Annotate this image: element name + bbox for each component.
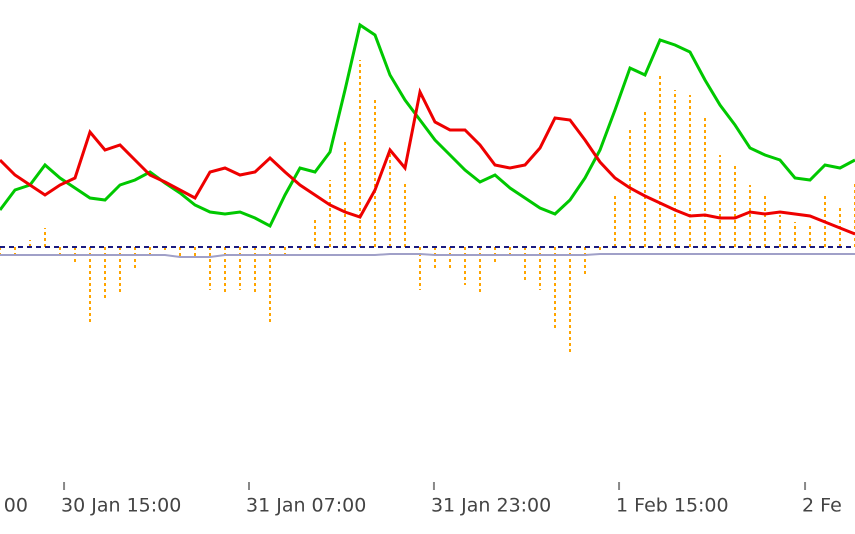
x-tick-label: 31 Jan 07:00 bbox=[246, 495, 366, 517]
series-line bbox=[0, 253, 855, 258]
x-tick-label: 1 Feb 15:00 bbox=[616, 495, 729, 517]
x-tick-label: 2 Fe bbox=[802, 495, 842, 517]
x-tick-label: 31 Jan 23:00 bbox=[431, 495, 551, 517]
series-line bbox=[0, 22, 855, 229]
series-line bbox=[0, 87, 855, 236]
axis-area bbox=[0, 482, 855, 534]
x-tick-label: 00 bbox=[4, 495, 28, 517]
x-tick-label: 30 Jan 15:00 bbox=[61, 495, 181, 517]
